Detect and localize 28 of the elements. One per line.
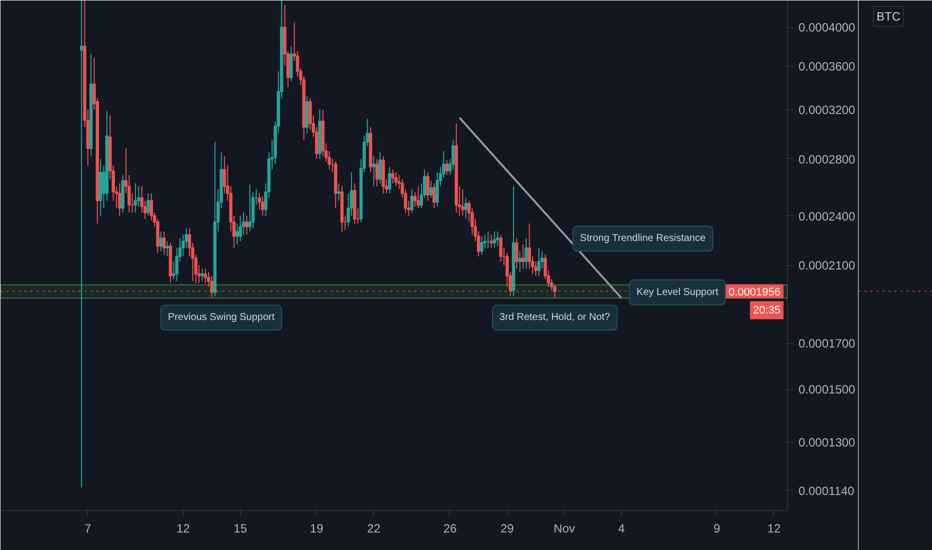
y-tick-label: 0.0003600: [798, 60, 856, 74]
x-tick-label: 15: [234, 522, 248, 536]
annotation: Key Level Support: [636, 286, 718, 298]
x-tick-label: 12: [176, 522, 190, 536]
x-tick-label: Nov: [554, 522, 576, 536]
annotation: 3rd Retest, Hold, or Not?: [500, 312, 611, 324]
x-tick-label: 29: [500, 522, 514, 536]
y-tick-label: 0.0004000: [798, 20, 856, 35]
y-tick-label: 0.0001500: [798, 382, 856, 397]
y-tick-label: 0.0002800: [798, 152, 856, 166]
annotation: Strong Trendline Resistance: [580, 233, 706, 244]
annotation: 20:35: [752, 304, 781, 316]
x-tick-label: 7: [84, 522, 92, 536]
ref-line-label: 0.0001956: [728, 286, 780, 298]
y-tick-label: 0.0002100: [798, 258, 856, 273]
y-tick-label: 0.0001700: [798, 336, 856, 351]
y-tick-label: 0.0001140: [798, 484, 855, 498]
x-tick-label: 22: [367, 522, 381, 536]
x-tick-label: 19: [310, 522, 324, 536]
y-tick-label: 0.0002400: [798, 209, 856, 224]
annotation: Previous Swing Support: [168, 312, 275, 324]
x-tick-label: 12: [767, 522, 781, 536]
y-tick-label: 0.0003200: [798, 103, 856, 118]
x-tick-label: 26: [443, 522, 457, 536]
y-axis-title: BTC: [876, 10, 901, 24]
x-tick-label: 4: [618, 522, 626, 536]
x-tick-label: 9: [713, 522, 720, 536]
y-tick-label: 0.0001300: [798, 436, 856, 450]
